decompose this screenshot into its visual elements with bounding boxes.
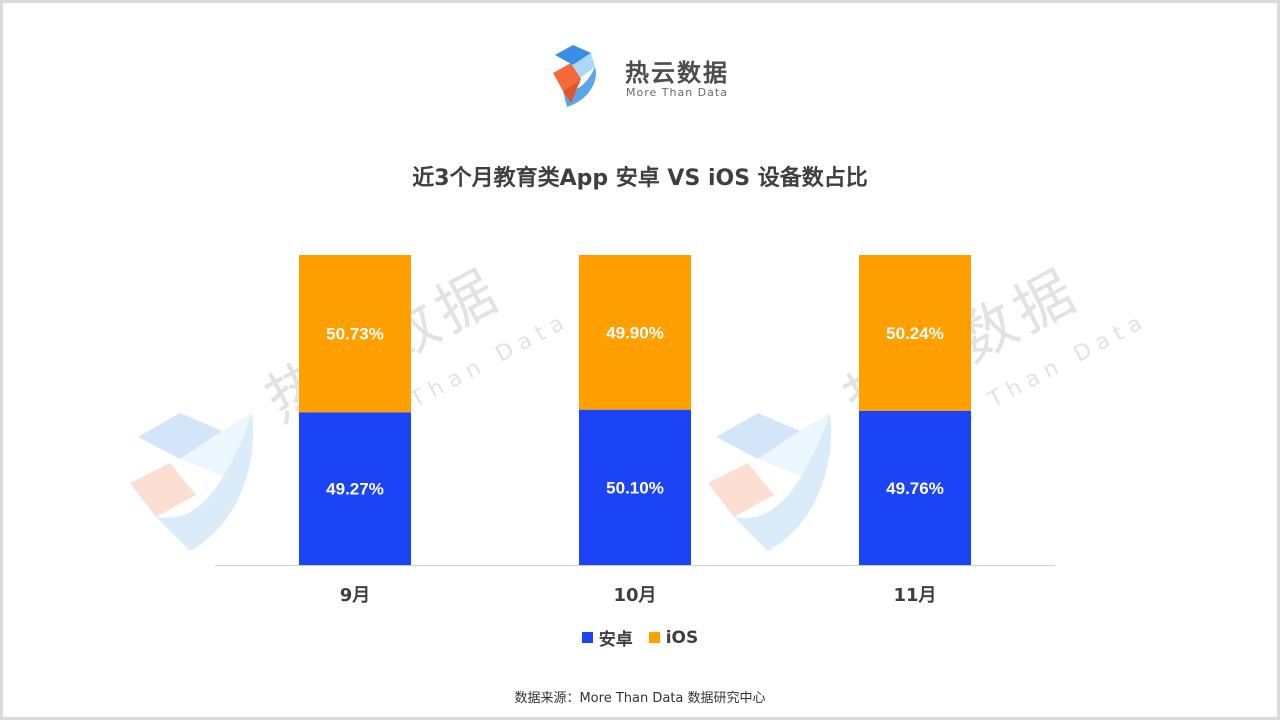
- data-label-android-0: 49.27%: [326, 480, 384, 499]
- bar-android-0: [299, 412, 411, 565]
- legend-swatch-android: [581, 632, 593, 643]
- brand-logo: 热云数据 More Than Data: [551, 45, 751, 109]
- x-tick-label-2: 11月: [893, 585, 936, 606]
- data-label-android-2: 49.76%: [886, 479, 944, 498]
- legend-item-android: 安卓: [581, 625, 633, 650]
- data-label-ios-2: 50.24%: [886, 324, 944, 343]
- bar-android-1: [579, 409, 691, 565]
- logo-icon: [553, 45, 596, 107]
- brand-tagline: More Than Data: [626, 86, 728, 99]
- x-tick-labels: 9月 10月 11月: [340, 585, 937, 606]
- bar-ios-0: [299, 255, 411, 413]
- bar-android-2: [859, 410, 971, 565]
- chart-title: 近3个月教育类App 安卓 VS iOS 设备数占比: [412, 166, 868, 191]
- legend-label-android: 安卓: [598, 630, 633, 650]
- data-source-note: 数据来源：More Than Data 数据研究中心: [514, 691, 766, 706]
- legend: 安卓 iOS: [3, 625, 1277, 650]
- bar-ios-1: [579, 255, 691, 410]
- brand-name: 热云数据: [625, 59, 729, 87]
- bar-ios-2: [859, 255, 971, 411]
- data-label-ios-0: 50.73%: [326, 325, 384, 344]
- watermark-logo-icon: [130, 413, 254, 551]
- x-tick-label-1: 10月: [613, 585, 656, 606]
- data-label-ios-1: 49.90%: [606, 323, 664, 342]
- watermark-logo-icon: [708, 413, 832, 551]
- data-label-android-1: 50.10%: [606, 478, 664, 497]
- slide: 热云数据 More Than Data 近3个月教育类App 安卓 VS iOS…: [3, 3, 1277, 717]
- x-tick-label-0: 9月: [340, 585, 371, 606]
- legend-label-ios: iOS: [665, 627, 699, 648]
- legend-item-ios: iOS: [648, 625, 699, 650]
- bars: 49.27% 50.73% 50.10% 49.90% 49.76% 50.24%: [299, 255, 971, 565]
- legend-swatch-ios: [648, 632, 660, 643]
